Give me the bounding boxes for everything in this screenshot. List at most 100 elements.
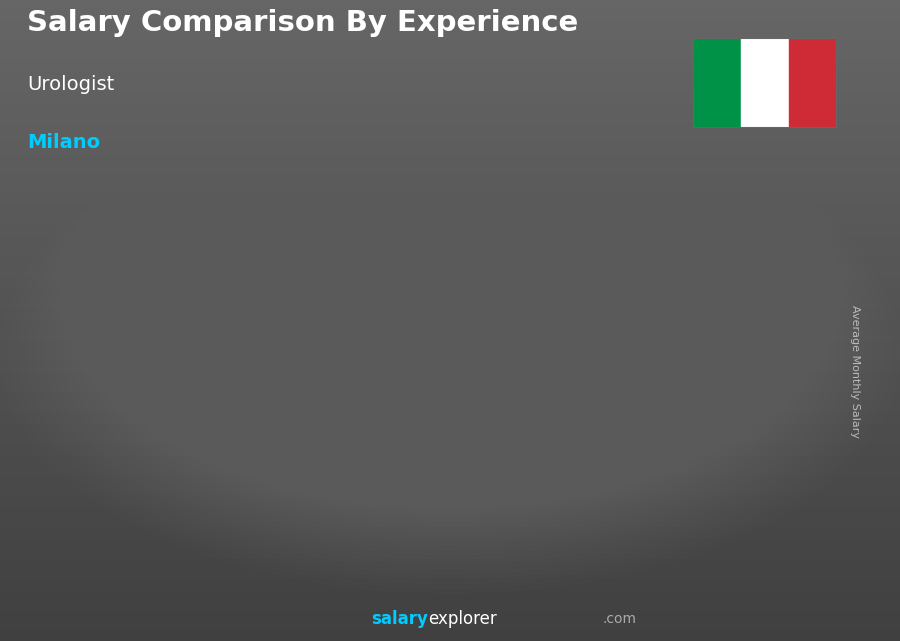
Bar	[789, 38, 837, 128]
Bar	[0, 212, 900, 218]
Bar	[472, 281, 481, 564]
Text: 20+ Years: 20+ Years	[724, 596, 807, 611]
Bar	[0, 635, 900, 641]
Bar	[0, 558, 900, 564]
Bar	[0, 333, 900, 340]
Text: 14,600 EUR: 14,600 EUR	[253, 379, 330, 393]
Bar	[0, 410, 900, 417]
Text: +21%: +21%	[412, 217, 470, 235]
Bar	[0, 340, 900, 346]
Bar	[0, 96, 900, 103]
Bar	[0, 147, 900, 154]
Bar	[0, 397, 900, 404]
Bar	[0, 115, 900, 122]
Bar	[0, 160, 900, 167]
Bar	[0, 263, 900, 269]
Bar	[0, 570, 900, 577]
Bar	[527, 281, 540, 564]
Bar	[0, 19, 900, 26]
Text: +9%: +9%	[548, 196, 594, 214]
Bar	[0, 154, 900, 160]
Bar	[0, 564, 900, 570]
Bar	[0, 231, 900, 237]
Bar	[0, 449, 900, 455]
Bar	[0, 244, 900, 250]
Bar	[741, 38, 789, 128]
Bar	[0, 282, 900, 288]
Bar	[0, 128, 900, 135]
Bar	[0, 346, 900, 353]
Bar	[0, 141, 900, 147]
Text: Salary Comparison By Experience: Salary Comparison By Experience	[27, 9, 578, 37]
Bar	[138, 430, 150, 564]
Bar	[0, 468, 900, 474]
Bar	[693, 38, 741, 128]
Bar	[0, 500, 900, 506]
Bar	[0, 32, 900, 38]
Bar	[0, 436, 900, 442]
Bar	[0, 51, 900, 58]
Bar	[0, 250, 900, 256]
Bar	[602, 254, 610, 564]
Bar	[602, 254, 657, 564]
Bar	[0, 45, 900, 51]
Bar	[0, 64, 900, 71]
Bar	[342, 330, 398, 564]
Bar	[0, 372, 900, 378]
Bar	[0, 506, 900, 513]
Bar	[0, 77, 900, 83]
Bar	[0, 218, 900, 224]
Bar	[0, 455, 900, 462]
Bar	[0, 6, 900, 13]
Text: 15 to 20: 15 to 20	[601, 596, 670, 611]
Bar	[0, 615, 900, 622]
Text: +30%: +30%	[282, 262, 340, 280]
Bar	[0, 385, 900, 391]
Bar	[0, 224, 900, 231]
Bar	[788, 239, 799, 564]
Bar	[83, 430, 91, 564]
Bar	[0, 109, 900, 115]
Bar	[268, 385, 280, 564]
Bar	[0, 308, 900, 314]
Bar	[657, 254, 670, 564]
Text: 20,300 EUR: 20,300 EUR	[811, 262, 888, 274]
Bar	[0, 288, 900, 295]
Bar	[0, 186, 900, 192]
Bar	[0, 590, 900, 596]
Bar	[0, 269, 900, 276]
Bar	[0, 628, 900, 635]
Bar	[0, 365, 900, 372]
Bar	[0, 378, 900, 385]
Bar	[0, 596, 900, 603]
Bar	[0, 538, 900, 545]
Bar	[0, 320, 900, 327]
Bar	[0, 494, 900, 500]
Bar	[0, 179, 900, 186]
Bar	[472, 281, 527, 564]
Bar	[0, 83, 900, 90]
Text: .com: .com	[603, 612, 637, 626]
Bar	[0, 423, 900, 429]
Bar	[0, 167, 900, 173]
Bar	[0, 26, 900, 32]
Bar	[0, 38, 900, 45]
Bar	[0, 295, 900, 301]
Bar	[0, 256, 900, 263]
Bar	[0, 122, 900, 128]
Bar	[0, 103, 900, 109]
Text: Urologist: Urologist	[27, 76, 114, 94]
Bar	[0, 519, 900, 526]
Bar	[0, 135, 900, 141]
Bar	[732, 239, 740, 564]
Bar	[0, 192, 900, 199]
Bar	[0, 314, 900, 320]
Bar	[0, 462, 900, 468]
Text: 11,200 EUR: 11,200 EUR	[123, 416, 201, 429]
Text: 19,300 EUR: 19,300 EUR	[681, 313, 759, 326]
Bar	[0, 474, 900, 481]
Bar	[0, 603, 900, 609]
Bar	[0, 622, 900, 628]
Text: Average Monthly Salary: Average Monthly Salary	[850, 305, 860, 438]
Bar	[0, 391, 900, 397]
